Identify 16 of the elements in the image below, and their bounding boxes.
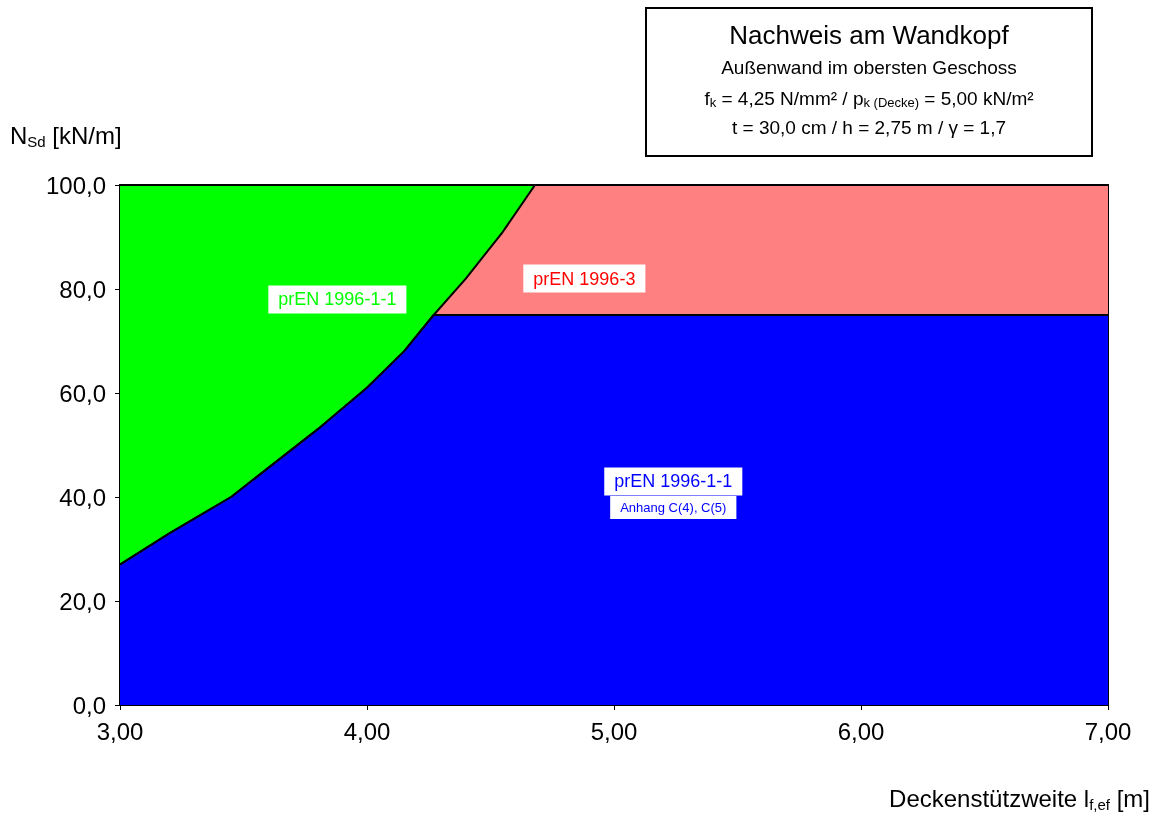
- annotation: prEN 1996-1-1: [278, 289, 397, 310]
- x-tick-label: 6,00: [837, 717, 885, 745]
- x-tick-label: 5,00: [590, 717, 638, 745]
- chart-title: Nachweis am Wandkopf: [729, 20, 1010, 50]
- annotation: prEN 1996-3: [533, 268, 636, 289]
- y-tick-label: 80,0: [59, 275, 106, 303]
- y-tick-label: 60,0: [59, 379, 106, 407]
- x-tick-label: 3,00: [96, 717, 144, 745]
- x-tick-label: 4,00: [343, 717, 391, 745]
- annotation: prEN 1996-1-1: [614, 471, 733, 492]
- x-tick-label: 7,00: [1084, 717, 1132, 745]
- y-tick-label: 20,0: [59, 587, 106, 615]
- y-tick-label: 100,0: [45, 171, 106, 199]
- y-tick-label: 40,0: [59, 483, 106, 511]
- y-tick-label: 0,0: [72, 691, 106, 719]
- annotation: Anhang C(4), C(5): [620, 499, 727, 515]
